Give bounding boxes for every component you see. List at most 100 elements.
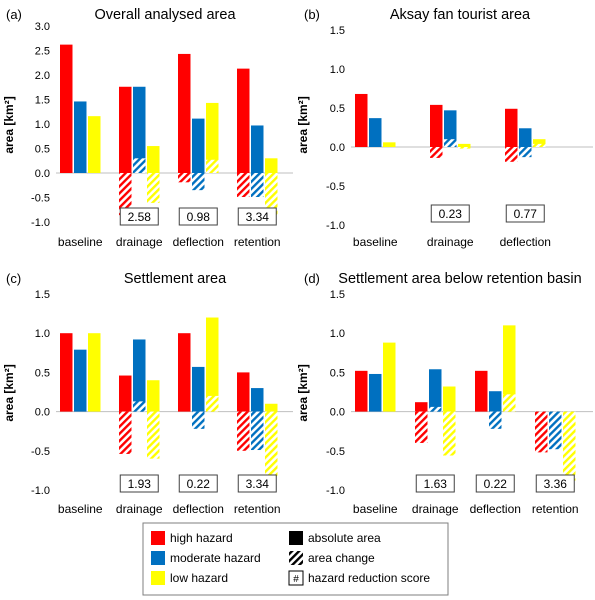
- panel-b: (b) Aksay fan tourist area area [km²] -1…: [296, 7, 593, 249]
- bar-change-high: [178, 173, 191, 183]
- bar-change-low: [147, 411, 160, 459]
- panel-d: (d) Settlement area below retention basi…: [296, 271, 593, 516]
- bar-absolute-moderate: [251, 388, 264, 412]
- bar-absolute-low: [206, 317, 219, 412]
- panel-c-plot: -1.0 -0.5 0.0 0.5 1.0 1.5 baseline drainage 1.93…: [31, 289, 293, 516]
- category-label: baseline: [58, 502, 103, 516]
- bar-change-high: [430, 147, 443, 158]
- panel-d-title: Settlement area below retention basin: [338, 271, 581, 287]
- bar-absolute-moderate: [369, 373, 382, 412]
- category-label: baseline: [353, 235, 398, 249]
- score-label: 3.34: [246, 210, 270, 224]
- bar-absolute-low: [533, 139, 546, 147]
- y-tick-label: 0.0: [35, 407, 50, 419]
- y-tick-label: -0.5: [326, 446, 345, 458]
- panel-d-ylabel: area [km²]: [296, 364, 310, 421]
- panel-d-letter: (d): [304, 271, 320, 286]
- bar-change-low: [265, 173, 278, 216]
- bar-change-moderate: [444, 139, 457, 147]
- bar-absolute-low: [147, 146, 160, 173]
- bar-absolute-low: [265, 403, 278, 412]
- bar-absolute-low: [88, 333, 101, 412]
- score-label: 1.63: [424, 477, 448, 491]
- score-label: 0.22: [187, 477, 211, 491]
- score-box: [119, 474, 159, 493]
- bar-change-low: [206, 159, 219, 173]
- bar-absolute-moderate: [133, 86, 146, 173]
- score-box: [237, 474, 277, 493]
- bar-change-low: [563, 411, 576, 481]
- y-tick-label: 2.0: [35, 70, 50, 82]
- panel-c-title: Settlement area: [124, 271, 227, 287]
- y-tick-label: 1.0: [330, 328, 345, 340]
- y-tick-label: 3.0: [35, 21, 50, 33]
- bar-change-high: [119, 173, 132, 216]
- y-tick-label: 1.0: [330, 64, 345, 76]
- y-tick-label: 0.0: [330, 407, 345, 419]
- bar-change-high: [505, 147, 518, 162]
- category-label: deflection: [470, 502, 521, 516]
- score-box: [119, 207, 159, 226]
- legend-swatch-high: [151, 531, 165, 545]
- category-label: deflection: [173, 502, 224, 516]
- y-tick-label: -0.5: [31, 193, 50, 205]
- legend-label-absolute: absolute area: [308, 531, 381, 545]
- bar-change-moderate: [133, 401, 146, 412]
- bar-absolute-low: [458, 143, 471, 147]
- y-tick-label: 0.0: [35, 168, 50, 180]
- legend-label-change: area change: [308, 551, 375, 565]
- y-tick-label: 0.5: [35, 144, 50, 156]
- y-tick-label: 1.5: [330, 289, 345, 301]
- legend-label-score: hazard reduction score: [308, 571, 430, 585]
- bar-absolute-moderate: [429, 369, 442, 412]
- bar-change-high: [237, 411, 250, 451]
- score-box: [475, 474, 515, 493]
- bar-change-moderate: [192, 411, 205, 429]
- y-tick-label: 1.5: [35, 289, 50, 301]
- y-tick-label: 0.0: [330, 142, 345, 154]
- y-tick-label: 2.5: [35, 46, 50, 58]
- bar-absolute-moderate: [489, 391, 502, 412]
- score-label: 1.93: [128, 477, 152, 491]
- bar-change-high: [535, 411, 548, 453]
- score-box: [430, 204, 470, 223]
- bar-absolute-moderate: [74, 101, 87, 173]
- bar-change-low: [443, 411, 456, 456]
- category-label: drainage: [116, 502, 163, 516]
- bar-absolute-high: [178, 333, 191, 412]
- bar-change-moderate: [133, 158, 146, 173]
- category-label: retention: [234, 502, 281, 516]
- bar-change-moderate: [429, 406, 442, 412]
- legend-swatch-absolute: [289, 531, 303, 545]
- panel-b-title: Aksay fan tourist area: [390, 7, 531, 23]
- y-tick-label: 1.0: [35, 119, 50, 131]
- y-tick-label: 0.5: [35, 367, 50, 379]
- y-tick-label: -1.0: [326, 220, 345, 232]
- legend: high hazard absolute area moderate hazar…: [142, 522, 449, 596]
- y-tick-label: 1.0: [35, 328, 50, 340]
- panel-a-title: Overall analysed area: [94, 7, 236, 23]
- category-label: baseline: [58, 235, 103, 249]
- bar-absolute-moderate: [192, 118, 205, 173]
- category-label: drainage: [412, 502, 459, 516]
- score-box: [415, 474, 455, 493]
- bar-absolute-high: [237, 68, 250, 173]
- bar-absolute-high: [119, 375, 132, 412]
- category-label: retention: [234, 235, 281, 249]
- panel-b-ylabel: area [km²]: [296, 96, 310, 153]
- score-label: 0.23: [439, 207, 463, 221]
- category-label: retention: [532, 502, 579, 516]
- category-label: deflection: [173, 235, 224, 249]
- panel-a-ylabel: area [km²]: [2, 96, 16, 153]
- y-tick-label: 1.5: [35, 95, 50, 107]
- bar-change-moderate: [489, 411, 502, 429]
- bar-change-low: [206, 395, 219, 412]
- bar-absolute-low: [206, 102, 219, 173]
- bar-absolute-high: [355, 370, 368, 412]
- bar-absolute-moderate: [251, 125, 264, 173]
- bar-absolute-moderate: [369, 118, 382, 147]
- score-label: 3.34: [246, 477, 270, 491]
- legend-score-symbol: #: [293, 574, 299, 585]
- bar-absolute-moderate: [192, 366, 205, 412]
- panel-a-plot: -1.0 -0.5 0.0 0.5 1.0 1.5 2.0 2.5 3.0 baseline dra…: [31, 21, 293, 249]
